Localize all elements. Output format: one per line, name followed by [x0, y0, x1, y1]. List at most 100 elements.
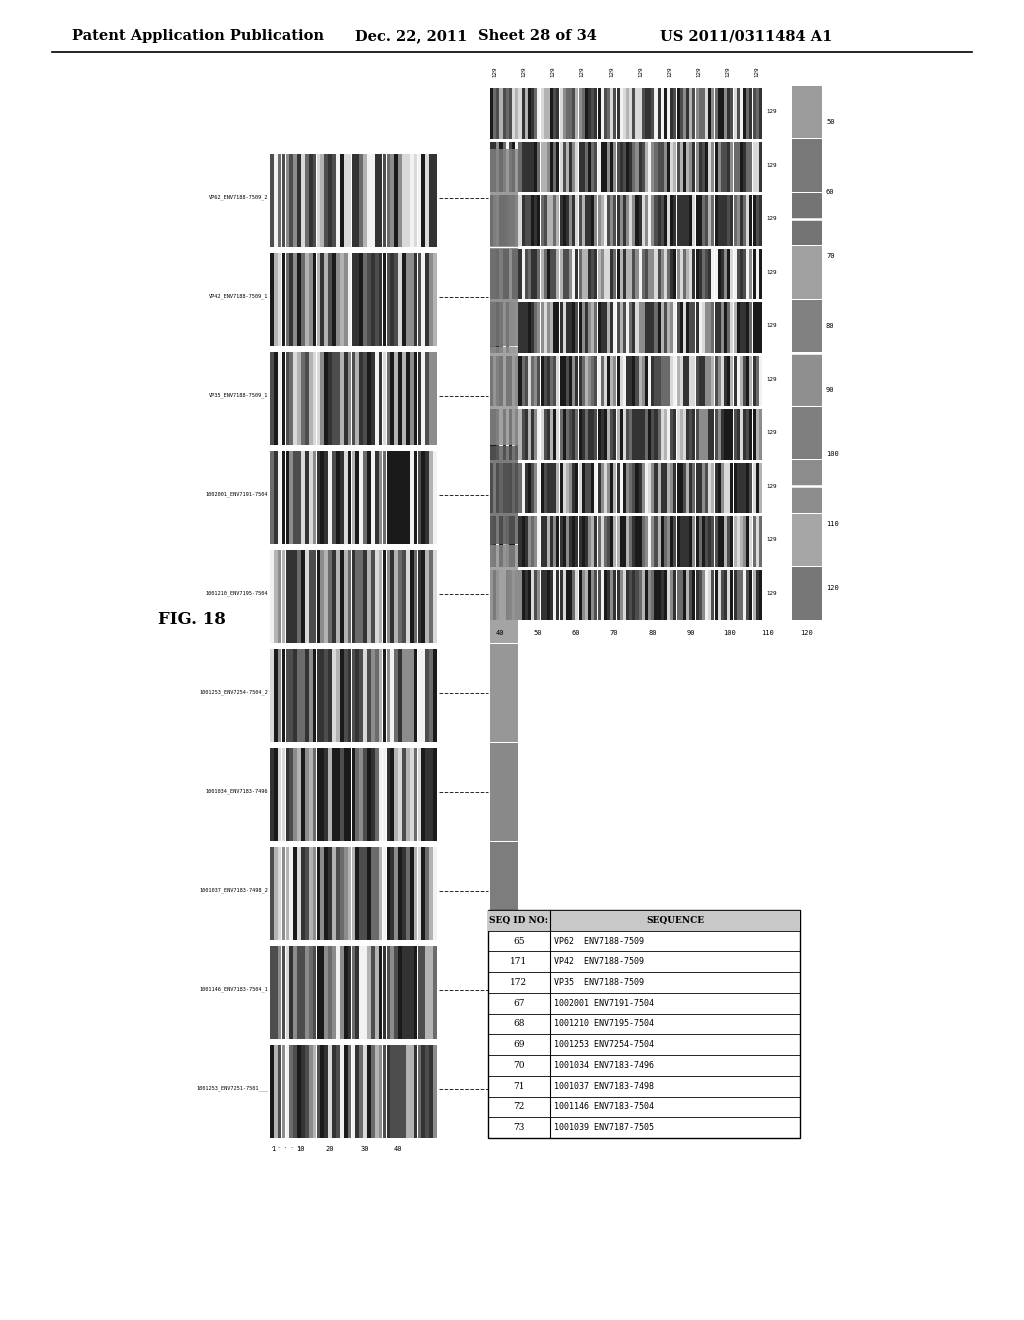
Bar — [503, 516, 506, 566]
Bar — [494, 195, 497, 246]
Bar — [332, 550, 336, 643]
Bar — [351, 253, 355, 346]
Bar — [541, 88, 544, 139]
Bar — [386, 847, 390, 940]
Bar — [497, 409, 500, 459]
Bar — [359, 451, 364, 544]
Bar — [351, 1045, 355, 1138]
Bar — [604, 570, 607, 620]
Text: 110: 110 — [762, 630, 774, 636]
Bar — [332, 1045, 336, 1138]
Bar — [607, 463, 610, 513]
Bar — [305, 946, 308, 1039]
Bar — [270, 352, 273, 445]
Bar — [680, 355, 683, 407]
Bar — [282, 748, 286, 841]
Bar — [636, 463, 639, 513]
Bar — [579, 355, 582, 407]
Bar — [544, 248, 547, 300]
Bar — [286, 946, 289, 1039]
Bar — [305, 451, 308, 544]
Text: 129: 129 — [766, 537, 776, 543]
Bar — [282, 847, 286, 940]
Bar — [677, 409, 680, 459]
Bar — [547, 195, 550, 246]
Bar — [336, 451, 340, 544]
Bar — [715, 302, 718, 352]
Bar — [594, 248, 597, 300]
Bar — [680, 248, 683, 300]
Bar — [528, 88, 531, 139]
Bar — [572, 570, 575, 620]
Bar — [297, 748, 301, 841]
Bar — [418, 748, 421, 841]
Bar — [613, 355, 616, 407]
Bar — [270, 946, 273, 1039]
Bar — [406, 550, 410, 643]
Bar — [494, 141, 497, 191]
Bar — [348, 946, 351, 1039]
Bar — [321, 649, 325, 742]
Bar — [692, 355, 695, 407]
Bar — [351, 748, 355, 841]
Bar — [620, 141, 623, 191]
Bar — [531, 195, 535, 246]
Bar — [588, 302, 591, 352]
Bar — [727, 409, 730, 459]
Bar — [375, 550, 379, 643]
Bar — [406, 451, 410, 544]
Bar — [375, 1045, 379, 1138]
Bar — [660, 88, 664, 139]
Bar — [544, 516, 547, 566]
Bar — [664, 195, 667, 246]
Bar — [329, 1045, 332, 1138]
Bar — [367, 451, 371, 544]
Bar — [701, 570, 705, 620]
Bar — [594, 570, 597, 620]
Bar — [733, 88, 736, 139]
Bar — [497, 302, 500, 352]
Bar — [721, 248, 724, 300]
Bar — [636, 302, 639, 352]
Bar — [660, 570, 664, 620]
Bar — [535, 141, 538, 191]
Bar — [425, 550, 429, 643]
Bar — [351, 154, 355, 247]
Bar — [297, 352, 301, 445]
Bar — [588, 88, 591, 139]
Bar — [657, 409, 660, 459]
Bar — [759, 409, 762, 459]
Bar — [753, 355, 756, 407]
Bar — [512, 409, 515, 459]
Bar — [598, 355, 600, 407]
Bar — [556, 355, 559, 407]
Bar — [743, 141, 746, 191]
Text: 129: 129 — [551, 66, 556, 77]
Bar — [535, 355, 538, 407]
Bar — [316, 649, 321, 742]
Bar — [273, 451, 278, 544]
Bar — [290, 847, 293, 940]
Bar — [626, 88, 629, 139]
Bar — [293, 451, 297, 544]
Bar — [290, 451, 293, 544]
Bar — [706, 355, 709, 407]
Bar — [645, 141, 648, 191]
Bar — [321, 451, 325, 544]
Text: 90: 90 — [826, 387, 835, 393]
Bar — [418, 550, 421, 643]
Text: 40: 40 — [496, 630, 504, 636]
Bar — [733, 141, 736, 191]
Bar — [418, 1045, 421, 1138]
Bar — [695, 570, 698, 620]
Bar — [721, 463, 724, 513]
Bar — [305, 649, 308, 742]
Bar — [301, 451, 305, 544]
Bar — [332, 649, 336, 742]
Bar — [410, 352, 414, 445]
Bar — [746, 355, 750, 407]
Bar — [312, 352, 316, 445]
Bar — [579, 302, 582, 352]
Bar — [418, 352, 421, 445]
Bar — [293, 1045, 297, 1138]
